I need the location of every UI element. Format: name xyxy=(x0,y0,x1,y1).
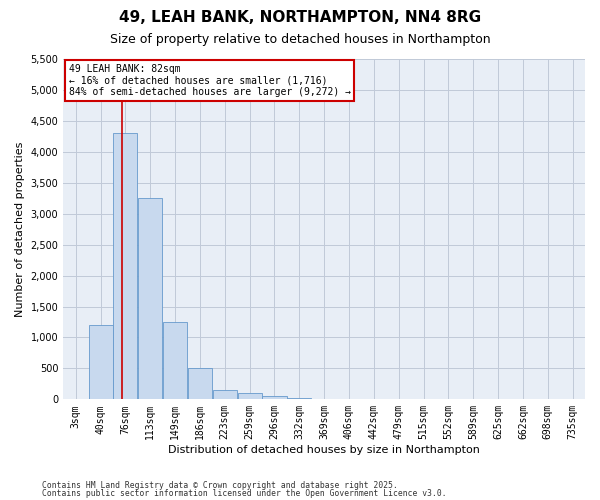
Y-axis label: Number of detached properties: Number of detached properties xyxy=(15,142,25,317)
Text: 49, LEAH BANK, NORTHAMPTON, NN4 8RG: 49, LEAH BANK, NORTHAMPTON, NN4 8RG xyxy=(119,10,481,25)
X-axis label: Distribution of detached houses by size in Northampton: Distribution of detached houses by size … xyxy=(168,445,480,455)
Bar xyxy=(213,390,237,400)
Bar xyxy=(113,134,137,400)
Bar xyxy=(89,325,113,400)
Bar xyxy=(138,198,162,400)
Bar xyxy=(188,368,212,400)
Bar xyxy=(163,322,187,400)
Text: Contains HM Land Registry data © Crown copyright and database right 2025.: Contains HM Land Registry data © Crown c… xyxy=(42,480,398,490)
Bar xyxy=(238,392,262,400)
Text: Contains public sector information licensed under the Open Government Licence v3: Contains public sector information licen… xyxy=(42,489,446,498)
Bar xyxy=(287,398,311,400)
Text: Size of property relative to detached houses in Northampton: Size of property relative to detached ho… xyxy=(110,32,490,46)
Bar xyxy=(262,396,287,400)
Text: 49 LEAH BANK: 82sqm
← 16% of detached houses are smaller (1,716)
84% of semi-det: 49 LEAH BANK: 82sqm ← 16% of detached ho… xyxy=(68,64,350,98)
